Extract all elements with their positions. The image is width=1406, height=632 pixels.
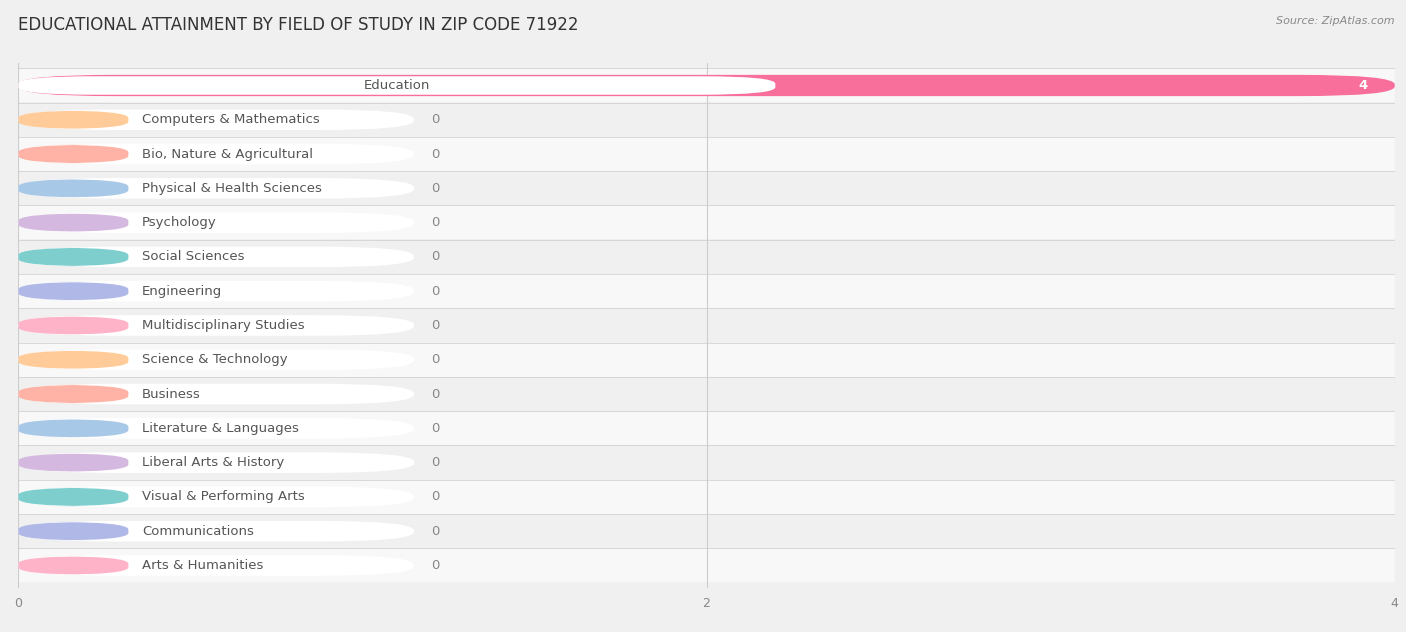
FancyBboxPatch shape (18, 274, 1395, 308)
FancyBboxPatch shape (18, 418, 413, 439)
FancyBboxPatch shape (18, 384, 413, 404)
FancyBboxPatch shape (18, 308, 1395, 343)
FancyBboxPatch shape (18, 145, 128, 163)
FancyBboxPatch shape (18, 446, 1395, 480)
Text: Source: ZipAtlas.com: Source: ZipAtlas.com (1277, 16, 1395, 26)
FancyBboxPatch shape (18, 282, 128, 300)
Text: 4: 4 (1358, 79, 1367, 92)
Text: 0: 0 (432, 147, 440, 161)
FancyBboxPatch shape (18, 246, 413, 267)
FancyBboxPatch shape (18, 377, 1395, 411)
FancyBboxPatch shape (18, 343, 1395, 377)
Text: Science & Technology: Science & Technology (142, 353, 288, 367)
Text: 0: 0 (432, 490, 440, 504)
FancyBboxPatch shape (18, 514, 1395, 548)
FancyBboxPatch shape (18, 349, 413, 370)
FancyBboxPatch shape (18, 103, 1395, 137)
Text: Visual & Performing Arts: Visual & Performing Arts (142, 490, 305, 504)
Text: Computers & Mathematics: Computers & Mathematics (142, 113, 321, 126)
FancyBboxPatch shape (18, 76, 775, 95)
Text: Communications: Communications (142, 525, 254, 538)
Text: 0: 0 (432, 456, 440, 469)
FancyBboxPatch shape (18, 316, 128, 335)
Text: Social Sciences: Social Sciences (142, 250, 245, 264)
Text: 0: 0 (432, 319, 440, 332)
FancyBboxPatch shape (18, 143, 413, 164)
FancyBboxPatch shape (18, 480, 1395, 514)
FancyBboxPatch shape (18, 522, 128, 540)
Text: Arts & Humanities: Arts & Humanities (142, 559, 263, 572)
Text: 0: 0 (432, 250, 440, 264)
FancyBboxPatch shape (18, 453, 128, 472)
Text: Engineering: Engineering (142, 284, 222, 298)
FancyBboxPatch shape (18, 171, 1395, 205)
FancyBboxPatch shape (18, 214, 128, 232)
FancyBboxPatch shape (18, 315, 413, 336)
FancyBboxPatch shape (18, 521, 413, 542)
Text: 0: 0 (432, 216, 440, 229)
Text: 0: 0 (432, 182, 440, 195)
FancyBboxPatch shape (18, 555, 413, 576)
Text: Bio, Nature & Agricultural: Bio, Nature & Agricultural (142, 147, 314, 161)
FancyBboxPatch shape (18, 109, 413, 130)
Text: 0: 0 (432, 387, 440, 401)
Text: 0: 0 (432, 525, 440, 538)
Text: EDUCATIONAL ATTAINMENT BY FIELD OF STUDY IN ZIP CODE 71922: EDUCATIONAL ATTAINMENT BY FIELD OF STUDY… (18, 16, 579, 33)
FancyBboxPatch shape (18, 69, 1395, 102)
Text: Multidisciplinary Studies: Multidisciplinary Studies (142, 319, 305, 332)
FancyBboxPatch shape (18, 179, 128, 198)
FancyBboxPatch shape (18, 453, 413, 473)
FancyBboxPatch shape (18, 212, 413, 233)
Text: Literature & Languages: Literature & Languages (142, 422, 299, 435)
FancyBboxPatch shape (18, 419, 128, 437)
FancyBboxPatch shape (18, 75, 1395, 96)
FancyBboxPatch shape (18, 111, 128, 129)
FancyBboxPatch shape (18, 411, 1395, 445)
FancyBboxPatch shape (18, 281, 413, 301)
Text: 0: 0 (432, 353, 440, 367)
Text: Education: Education (364, 79, 430, 92)
FancyBboxPatch shape (18, 351, 128, 369)
FancyBboxPatch shape (18, 487, 413, 507)
FancyBboxPatch shape (18, 488, 128, 506)
FancyBboxPatch shape (18, 549, 1395, 582)
Text: 0: 0 (432, 113, 440, 126)
FancyBboxPatch shape (18, 178, 413, 198)
Text: Business: Business (142, 387, 201, 401)
Text: 0: 0 (432, 422, 440, 435)
FancyBboxPatch shape (18, 556, 128, 574)
FancyBboxPatch shape (18, 137, 1395, 171)
Text: Liberal Arts & History: Liberal Arts & History (142, 456, 284, 469)
Text: 0: 0 (432, 284, 440, 298)
Text: Physical & Health Sciences: Physical & Health Sciences (142, 182, 322, 195)
FancyBboxPatch shape (18, 385, 128, 403)
Text: Psychology: Psychology (142, 216, 217, 229)
FancyBboxPatch shape (18, 248, 128, 266)
FancyBboxPatch shape (18, 240, 1395, 274)
Text: 0: 0 (432, 559, 440, 572)
FancyBboxPatch shape (18, 206, 1395, 240)
